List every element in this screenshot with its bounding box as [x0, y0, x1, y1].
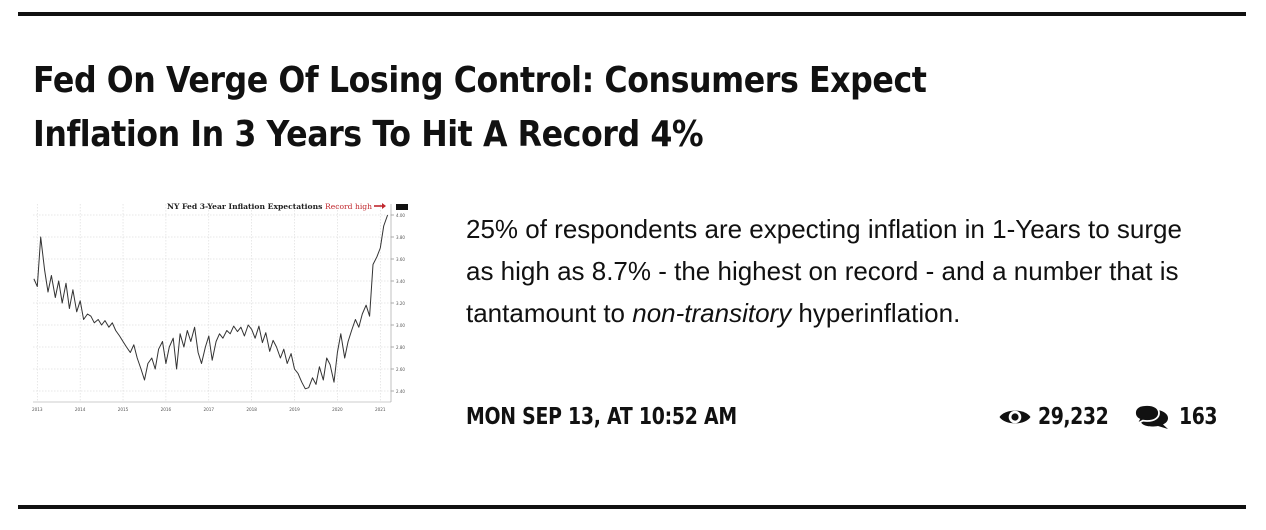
top-divider [18, 12, 1246, 16]
y-tick-label: 3.40 [396, 279, 405, 284]
chart-title: NY Fed 3-Year Inflation Expectations [167, 202, 322, 211]
article-meta: MON SEP 13, AT 10:52 AM 29,232 [466, 400, 1218, 440]
x-tick-label: 2021 [375, 407, 386, 412]
comments-count: 163 [1179, 404, 1218, 430]
x-tick-label: 2014 [75, 407, 86, 412]
comments-icon [1134, 404, 1173, 430]
y-tick-label: 2.80 [396, 345, 405, 350]
article-headline[interactable]: Fed On Verge Of Losing Control: Consumer… [33, 60, 927, 155]
teaser-text: 25% of respondents are expecting inflati… [466, 214, 1182, 328]
publish-date: MON SEP 13, AT 10:52 AM [466, 404, 737, 430]
chart-axes: 2.40 2.60 2.80 3.00 3.20 3.40 3.60 3.80 4.00 2013… [32, 204, 405, 412]
y-tick-label: 3.80 [396, 235, 405, 240]
chart-series [33, 214, 389, 390]
chart-annotation: Record high [325, 202, 372, 211]
views-count: 29,232 [1037, 404, 1109, 430]
y-tick-label: 2.40 [396, 389, 405, 394]
comments-stat[interactable]: 163 [1134, 404, 1218, 430]
record-high-arrow-icon [374, 203, 386, 209]
teaser-emphasis: non-transitory [632, 298, 792, 328]
article-thumbnail[interactable]: 2.40 2.60 2.80 3.00 3.20 3.40 3.60 3.80 4.00 2013… [29, 196, 411, 415]
article-teaser: 25% of respondents are expecting inflati… [466, 208, 1206, 334]
y-tick-label: 3.00 [396, 323, 405, 328]
x-tick-label: 2018 [246, 407, 257, 412]
x-tick-label: 2020 [332, 407, 343, 412]
y-tick-label: 3.20 [396, 301, 405, 306]
bottom-divider [18, 505, 1246, 509]
views-stat[interactable]: 29,232 [998, 404, 1116, 430]
article-stats: 29,232 163 [998, 404, 1218, 430]
y-tick-label: 2.60 [396, 367, 405, 372]
x-tick-label: 2017 [203, 407, 214, 412]
x-tick-label: 2019 [289, 407, 300, 412]
eye-icon [998, 406, 1032, 428]
y-tick-label: 4.00 [396, 213, 405, 218]
x-tick-label: 2013 [32, 407, 43, 412]
y-tick-label: 3.60 [396, 257, 405, 262]
series-line-0 [33, 214, 389, 390]
x-tick-label: 2015 [118, 407, 129, 412]
teaser-text-end: hyperinflation. [791, 298, 961, 328]
current-value-tag [396, 204, 408, 210]
x-tick-label: 2016 [161, 407, 172, 412]
inflation-expectations-chart: 2.40 2.60 2.80 3.00 3.20 3.40 3.60 3.80 4.00 2013… [29, 196, 411, 415]
